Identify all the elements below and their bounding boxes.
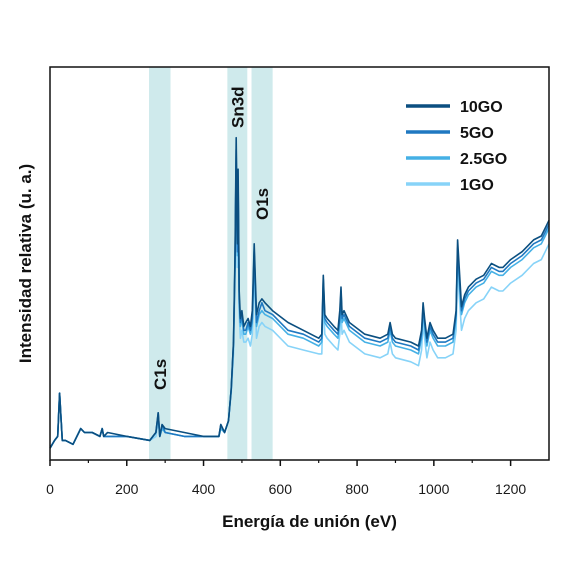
highlight-band-o1s [251, 67, 273, 460]
series-lines [49, 136, 550, 449]
legend-label-2-5go: 2.5GO [460, 151, 507, 168]
x-axis: 0 200 400 600 800 1000 1200 [46, 460, 526, 497]
highlight-bands [149, 67, 273, 460]
series-line-1go [49, 176, 550, 449]
legend-label-5go: 5GO [460, 125, 494, 142]
y-axis-title: Intensidad relativa (u. a.) [16, 164, 35, 363]
legend-label-10go: 10GO [460, 99, 503, 116]
series-line-2-5go [49, 156, 550, 449]
series-line-5go [49, 148, 550, 449]
plot-frame [49, 66, 550, 461]
band-labels: C1s Sn3d O1s [151, 86, 272, 390]
legend: 10GO 5GO 2.5GO 1GO [406, 99, 507, 194]
legend-label-1go: 1GO [460, 177, 494, 194]
band-label-o1s: O1s [253, 188, 272, 220]
band-label-sn3d: Sn3d [228, 86, 247, 128]
x-axis-title: Energía de unión (eV) [222, 512, 397, 531]
highlight-band-c1s [149, 67, 171, 460]
x-tick-label: 0 [46, 481, 54, 497]
x-tick-label: 1200 [495, 481, 526, 497]
band-label-c1s: C1s [151, 359, 170, 390]
x-tick-label: 1000 [418, 481, 449, 497]
x-tick-label: 800 [345, 481, 369, 497]
x-tick-label: 400 [192, 481, 216, 497]
x-tick-label: 600 [269, 481, 293, 497]
series-line-10go [49, 136, 550, 449]
x-tick-label: 200 [115, 481, 139, 497]
